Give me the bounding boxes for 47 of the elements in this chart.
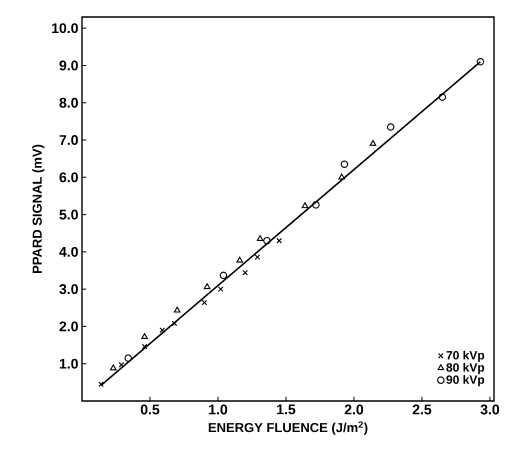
point (110, 364, 117, 370)
x-axis-title: ENERGY FLUENCE (J/m$^{2}$) (208, 421, 368, 435)
point (386, 123, 394, 131)
point (242, 270, 248, 276)
point (204, 283, 210, 290)
legend-label: 80 kVp (446, 362, 484, 374)
point (476, 58, 484, 66)
point (340, 160, 348, 168)
point (202, 300, 208, 306)
y-tick-label: 10.0 (52, 23, 78, 34)
legend-label: 70 kVp (446, 350, 484, 362)
point (141, 333, 148, 340)
point (256, 235, 264, 241)
y-tick-label: 1.0 (60, 358, 78, 369)
x-tick-label: 2.5 (412, 404, 432, 414)
point (263, 236, 271, 244)
point (236, 256, 244, 263)
y-tick-label: 5.0 (59, 210, 78, 220)
y-tick-label: 7.0 (60, 135, 78, 145)
y-axis-title: PPARD SIGNAL (mV) (32, 144, 44, 274)
legend-label: 90 kVp (446, 375, 484, 386)
point (254, 254, 260, 260)
point (218, 286, 224, 292)
y-tick-label: 4.0 (59, 246, 78, 257)
point (338, 174, 346, 180)
point (220, 272, 228, 280)
point (276, 238, 282, 244)
x-tick-label: 3.0 (480, 404, 500, 414)
point (302, 202, 308, 208)
point (438, 93, 446, 101)
x-tick-label: 1.0 (209, 404, 228, 414)
point (142, 344, 148, 350)
point (312, 201, 320, 209)
point (370, 140, 376, 146)
point (172, 320, 178, 326)
y-tick-label: 9.0 (59, 60, 78, 70)
x-tick-label: 0.5 (140, 404, 160, 414)
y-tick-label: 3.0 (59, 284, 78, 294)
x-tick-label: 1.5 (277, 404, 296, 414)
y-tick-label: 2.0 (59, 321, 78, 332)
point (124, 354, 132, 362)
y-tick-label: 8.0 (59, 98, 78, 108)
y-tick-label: 6.0 (60, 172, 78, 182)
point (174, 306, 181, 313)
point (118, 362, 124, 368)
point (159, 327, 166, 333)
x-tick-label: 2.0 (344, 404, 364, 414)
